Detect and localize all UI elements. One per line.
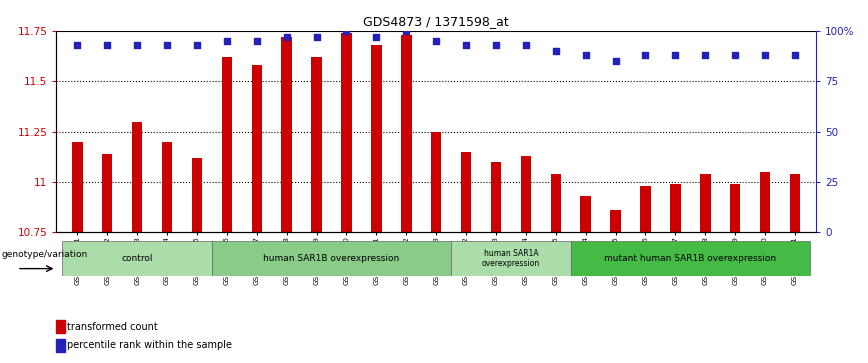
Bar: [401, 35, 411, 232]
Bar: [221, 57, 232, 232]
Point: [549, 48, 562, 54]
FancyBboxPatch shape: [571, 241, 810, 276]
Point: [130, 42, 144, 48]
Point: [279, 34, 293, 40]
Point: [310, 34, 324, 40]
Bar: [192, 158, 202, 232]
Text: human SAR1A
overexpression: human SAR1A overexpression: [482, 249, 540, 268]
Text: human SAR1B overexpression: human SAR1B overexpression: [263, 254, 399, 263]
Bar: [132, 122, 142, 232]
Point: [699, 52, 713, 58]
Bar: [641, 186, 651, 232]
Bar: [790, 174, 800, 232]
Bar: [760, 172, 770, 232]
Bar: [610, 210, 621, 232]
Bar: [550, 174, 561, 232]
Text: transformed count: transformed count: [68, 322, 158, 331]
Text: mutant human SAR1B overexpression: mutant human SAR1B overexpression: [604, 254, 776, 263]
Point: [639, 52, 653, 58]
Bar: [341, 33, 352, 232]
Point: [489, 42, 503, 48]
FancyBboxPatch shape: [62, 241, 212, 276]
Point: [788, 52, 802, 58]
Point: [668, 52, 682, 58]
Bar: [581, 196, 591, 232]
Bar: [252, 65, 262, 232]
Text: genotype/variation: genotype/variation: [1, 250, 88, 260]
Bar: [56, 339, 65, 351]
FancyBboxPatch shape: [212, 241, 451, 276]
Point: [370, 34, 384, 40]
Point: [459, 42, 473, 48]
Point: [250, 38, 264, 44]
Bar: [312, 57, 322, 232]
Point: [339, 28, 353, 34]
Bar: [372, 45, 382, 232]
Bar: [670, 184, 681, 232]
Point: [399, 28, 413, 34]
Point: [728, 52, 742, 58]
Bar: [281, 37, 292, 232]
Text: percentile rank within the sample: percentile rank within the sample: [68, 340, 233, 350]
Point: [70, 42, 84, 48]
Bar: [521, 156, 531, 232]
Point: [608, 58, 622, 64]
Bar: [461, 152, 471, 232]
Point: [758, 52, 772, 58]
Bar: [102, 154, 113, 232]
Bar: [700, 174, 711, 232]
Bar: [730, 184, 740, 232]
Bar: [161, 142, 172, 232]
Point: [430, 38, 444, 44]
Point: [160, 42, 174, 48]
Point: [101, 42, 115, 48]
Point: [519, 42, 533, 48]
Point: [579, 52, 593, 58]
Text: control: control: [122, 254, 153, 263]
Point: [190, 42, 204, 48]
Bar: [490, 162, 501, 232]
Point: [220, 38, 233, 44]
Bar: [56, 320, 65, 333]
FancyBboxPatch shape: [451, 241, 571, 276]
Bar: [431, 131, 442, 232]
Bar: [72, 142, 82, 232]
Title: GDS4873 / 1371598_at: GDS4873 / 1371598_at: [364, 15, 509, 28]
